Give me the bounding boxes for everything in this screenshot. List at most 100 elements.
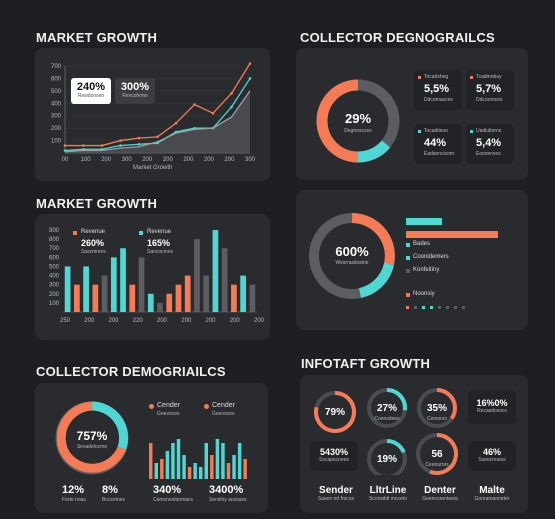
- gauge-arc: [436, 388, 457, 420]
- legend-value: 165%: [147, 238, 171, 248]
- data-point: [248, 62, 252, 65]
- y-tick-label: 400: [51, 101, 62, 107]
- footer-item: Denter Geenosrenteeia: [414, 485, 466, 502]
- data-point: [230, 92, 233, 95]
- gauge-row: [314, 388, 458, 475]
- stat-card: Tocadiieuo 44% Eadsencicom: [414, 124, 462, 164]
- stat-label: Tocadsheg: [424, 74, 449, 80]
- stat-value: 44%: [424, 137, 447, 149]
- list-bullet: [406, 293, 410, 297]
- bar: [193, 463, 197, 479]
- stat-card: 16%0% Recasdcescs: [468, 390, 516, 424]
- bar: [110, 257, 117, 312]
- stat-value: 340%: [153, 484, 182, 496]
- footer-item: Sender Sasen nd frocus: [310, 485, 362, 502]
- footer-label: LltrLine: [369, 485, 407, 496]
- bar: [171, 443, 175, 479]
- legend-sub: Goevoces: [157, 411, 180, 417]
- data-point: [63, 144, 67, 147]
- stat-label: Uadiulterns: [476, 128, 502, 134]
- bar-chart: 100 200 300 400 500 600 700 800 900 250 200 200 220 2…: [49, 228, 265, 324]
- stat-card: 46% Sseecnoess: [468, 441, 516, 471]
- bar: [187, 467, 192, 479]
- data-point: [137, 143, 141, 146]
- list-bullet: [406, 256, 410, 260]
- stat-sub: Cemsnenlonmacs: [153, 497, 194, 503]
- legend-sub: Goevoces: [212, 411, 235, 417]
- bar: [182, 455, 186, 479]
- x-tick-label: 200: [183, 157, 194, 163]
- x-tick-label: 200: [157, 318, 168, 324]
- stat-sub: Ddcomasces: [424, 97, 453, 103]
- dot-row: [406, 306, 465, 309]
- y-tick-label: 100: [49, 301, 60, 307]
- donut-slice: [316, 79, 359, 122]
- x-tick-label: 200: [101, 157, 112, 163]
- stat-sub: Sseecnoess: [478, 457, 506, 463]
- bar: [237, 443, 242, 479]
- stat-value: 46%: [482, 447, 501, 457]
- data-point: [100, 144, 104, 147]
- donut-chart: [316, 79, 400, 163]
- y-tick-label: 700: [51, 64, 62, 70]
- x-tick-label: 200: [163, 157, 174, 163]
- data-point: [156, 135, 159, 139]
- legend-sub: Sascmmes: [81, 249, 106, 255]
- legend-sub: Sancocmes: [147, 249, 174, 255]
- heading-market-growth-1: MARKET GROWTH: [36, 30, 158, 45]
- x-tick-label: 300: [122, 157, 133, 163]
- stat-value: 3400%: [209, 484, 244, 496]
- stat-sub: Ddcoomces: [476, 97, 503, 103]
- data-point: [248, 77, 252, 80]
- gauge-value: 79%: [324, 407, 345, 418]
- stat-sub: Servilny acesses: [209, 497, 247, 503]
- bar: [203, 275, 210, 312]
- infotaft-panel: 79% 27% Connsdees 35% Censnoo 19% 56 Cee…: [300, 375, 528, 513]
- gauge-arc: [386, 388, 407, 411]
- y-tick-label: 400: [49, 274, 60, 280]
- callout-2-sub: Revcohrme: [122, 93, 148, 99]
- ring-center-value: 600%: [335, 244, 369, 259]
- bar: [138, 257, 145, 312]
- donut-center-value: 29%: [344, 111, 372, 126]
- progress-bar-orange: [406, 231, 498, 238]
- bar: [210, 455, 214, 479]
- bar: [231, 284, 237, 312]
- footer-sub: Sasen nd frocus: [317, 496, 355, 502]
- legend-label: Cender: [157, 402, 180, 409]
- donut-center-sub: Degnoscsso: [344, 128, 372, 134]
- stat-value: 8%: [102, 484, 118, 496]
- donut-slice: [316, 120, 359, 163]
- footer-item: LltrLine Sconsiblt moceto: [362, 485, 414, 502]
- data-point: [119, 139, 122, 142]
- footer-sub: Sconsiblt moceto: [368, 496, 408, 502]
- bar: [166, 293, 173, 312]
- stat-card: Tcadmnbay 5,7% Ddcoomces: [466, 70, 514, 110]
- ring-chart: [309, 213, 395, 299]
- bar: [221, 443, 225, 479]
- callout-2: 300% Revcohrme: [115, 78, 155, 104]
- bar: [221, 248, 228, 312]
- bar: [199, 467, 203, 479]
- footer-sub: Geenosrenteeia: [422, 496, 458, 502]
- x-tick-label: 200: [181, 318, 192, 324]
- line-series: [64, 90, 251, 153]
- stat-sub: Recasdcescs: [477, 408, 507, 414]
- heading-infotaft-growth: INFOTAFT GROWTH: [301, 356, 431, 371]
- heading-market-growth-2: MARKET GROWTH: [36, 196, 158, 211]
- footer-sub: Gooramanneter: [474, 496, 510, 502]
- stat-value: 5,7%: [476, 83, 502, 95]
- y-tick-label: 600: [51, 76, 62, 82]
- gauge-sub: Ceenurres: [425, 462, 449, 468]
- y-tick-label: 200: [51, 126, 62, 132]
- data-point: [137, 136, 141, 140]
- list-item: Bades: [413, 241, 431, 247]
- mini-bar-chart-1: [149, 439, 197, 479]
- data-point: [211, 111, 215, 115]
- bar: [129, 284, 136, 312]
- y-tick-label: 300: [49, 283, 60, 289]
- bar: [157, 302, 163, 312]
- legend-label: Revenue: [147, 229, 172, 235]
- x-tick-label: 00: [62, 157, 69, 163]
- stat-value: 16%0%: [476, 398, 508, 408]
